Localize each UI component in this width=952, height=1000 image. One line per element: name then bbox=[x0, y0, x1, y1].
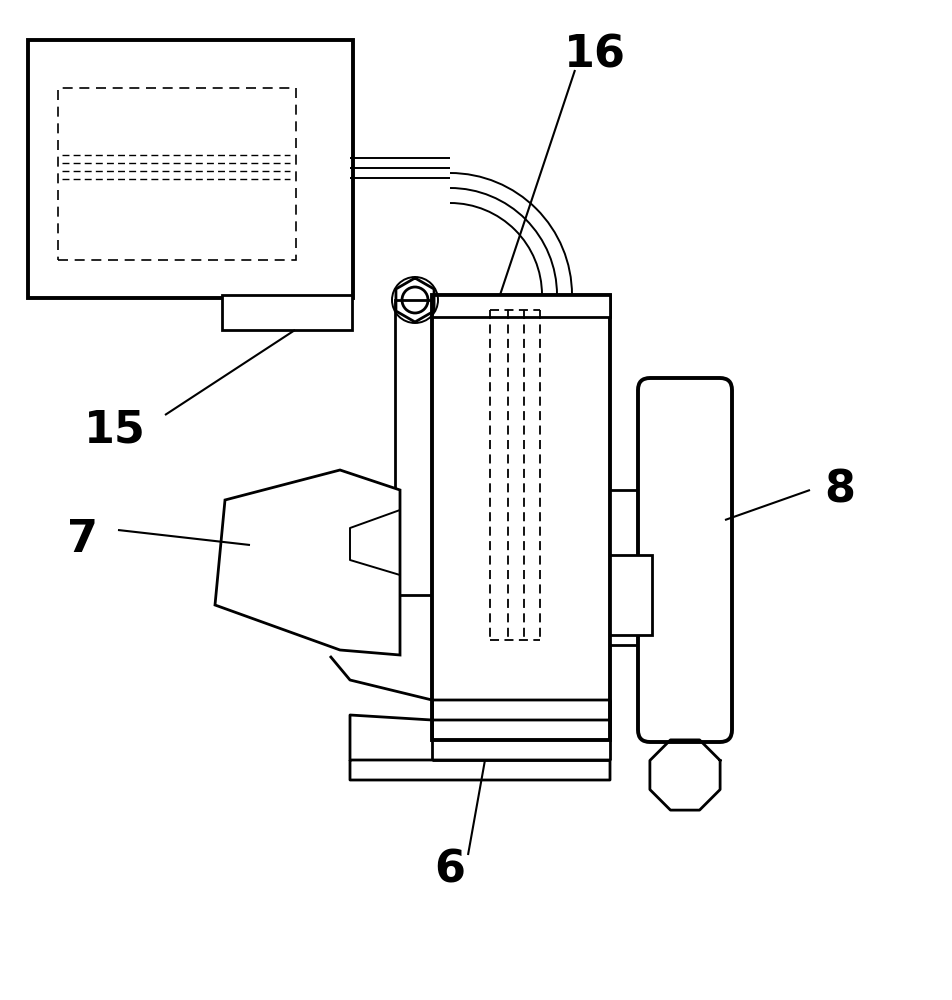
FancyBboxPatch shape bbox=[638, 378, 732, 742]
Bar bbox=[610, 490, 648, 645]
Bar bbox=[432, 295, 610, 317]
Bar bbox=[222, 295, 352, 330]
Text: 8: 8 bbox=[824, 468, 856, 512]
Text: 16: 16 bbox=[564, 33, 626, 77]
Text: 15: 15 bbox=[84, 408, 146, 452]
Bar bbox=[610, 555, 652, 635]
Text: 7: 7 bbox=[67, 518, 97, 562]
Bar bbox=[28, 40, 353, 298]
Bar bbox=[432, 295, 610, 740]
Bar bbox=[395, 300, 432, 595]
Polygon shape bbox=[215, 470, 400, 655]
Bar bbox=[58, 88, 296, 260]
Text: 6: 6 bbox=[434, 848, 466, 892]
